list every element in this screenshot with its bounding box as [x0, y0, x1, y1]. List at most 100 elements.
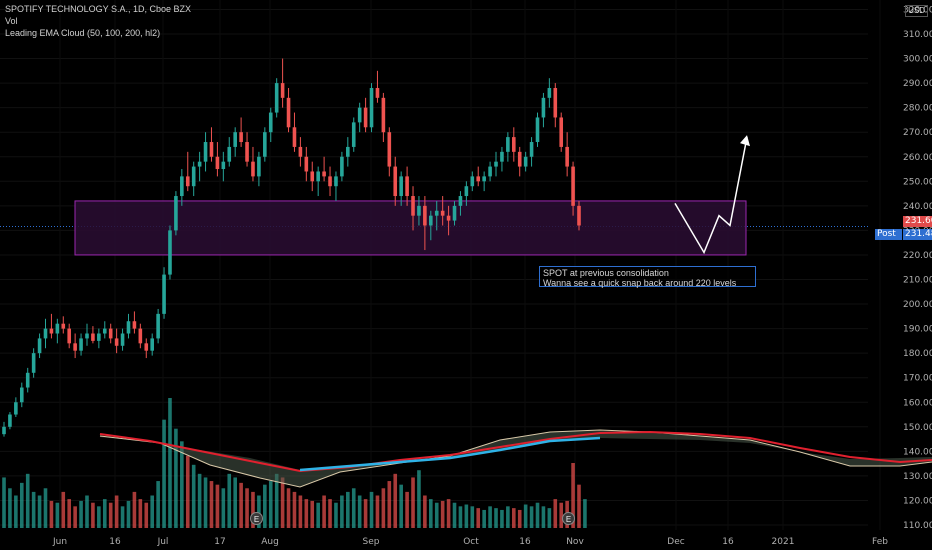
candle-body	[488, 166, 492, 177]
volume-bar	[73, 506, 77, 528]
candle-body	[511, 137, 516, 152]
volume-bar	[375, 495, 380, 528]
volume-bar	[363, 499, 368, 528]
volume-bar	[114, 495, 119, 528]
x-tick-label: 2021	[772, 537, 795, 547]
candle-body	[43, 328, 48, 339]
candle-body	[529, 142, 534, 157]
volume-bar	[511, 508, 516, 528]
volume-bar	[322, 495, 326, 528]
volume-bar	[286, 488, 291, 528]
candle-body	[363, 107, 368, 128]
volume-bar	[79, 500, 83, 528]
volume-bar	[571, 463, 575, 528]
volume-bar	[19, 482, 24, 528]
candle-body	[203, 142, 208, 162]
post-label-tag: Post	[875, 229, 902, 240]
candle-body	[565, 146, 569, 167]
volume-bar	[280, 477, 285, 528]
x-tick-label: 16	[109, 537, 121, 547]
candle-body	[191, 166, 196, 187]
candle-body	[405, 176, 409, 197]
candle-body	[2, 426, 6, 435]
candle-body	[49, 328, 54, 334]
volume-bar	[8, 488, 12, 528]
candle-body	[239, 132, 243, 143]
candle-body	[304, 156, 309, 172]
volume-bar	[43, 488, 48, 528]
volume-bar	[523, 504, 528, 528]
volume-bar	[180, 441, 184, 528]
candle-body	[185, 176, 190, 187]
candle-body	[251, 161, 255, 177]
volume-bar	[346, 491, 350, 528]
x-tick-label: Feb	[872, 537, 888, 547]
volume-bar	[434, 502, 439, 528]
x-tick-label: Jul	[157, 537, 169, 547]
symbol-title[interactable]: SPOTIFY TECHNOLOGY S.A., 1D, Cboe BZX	[5, 4, 192, 14]
y-tick-label: 270.00	[903, 128, 932, 138]
candle-body	[535, 117, 540, 143]
candle-body	[393, 166, 398, 197]
candle-body	[316, 171, 320, 182]
y-tick-label: 170.00	[903, 374, 932, 384]
volume-label[interactable]: Vol	[5, 16, 18, 26]
candle-body	[180, 176, 184, 197]
volume-bar	[357, 495, 362, 528]
candle-body	[446, 215, 451, 221]
candle-body	[150, 338, 154, 351]
ema-200-line	[99, 429, 932, 488]
volume-bar	[399, 484, 403, 528]
volume-bar	[156, 481, 160, 528]
volume-bar	[470, 506, 475, 528]
volume-bar	[369, 491, 374, 528]
volume-bar	[2, 477, 6, 528]
time-axis[interactable]: Jun 16 Jul 17 Aug Sep Oct 16 Nov Dec 16 2021 Feb	[52, 537, 888, 547]
volume-bar	[310, 500, 315, 528]
volume-bar	[535, 502, 540, 528]
candle-body	[162, 274, 166, 314]
y-tick-label: 210.00	[903, 276, 932, 286]
candle-body	[547, 88, 552, 98]
volume-bar	[120, 506, 125, 528]
candle-body	[67, 328, 72, 344]
volume-bar	[108, 502, 113, 528]
volume-bar	[583, 499, 587, 528]
volume-bar	[494, 508, 498, 528]
ema-cloud-fill	[100, 430, 932, 487]
volume-bar	[446, 499, 451, 528]
volume-bar	[292, 491, 297, 528]
volume-bar	[517, 509, 522, 528]
earnings-badge-1[interactable]: E	[250, 512, 263, 525]
candle-body	[197, 161, 202, 167]
y-tick-label: 190.00	[903, 325, 932, 335]
volume-bar	[411, 477, 415, 528]
candle-body	[91, 333, 95, 341]
candle-body	[25, 372, 30, 388]
volume-bar	[500, 509, 504, 528]
annotation-note[interactable]: SPOT at previous consolidation Wanna see…	[539, 266, 756, 288]
volume-bar	[268, 481, 273, 528]
currency-label[interactable]: USD	[905, 5, 928, 17]
indicator-label[interactable]: Leading EMA Cloud (50, 100, 200, hl2)	[5, 28, 161, 38]
candle-body	[31, 353, 36, 373]
candle-body	[506, 137, 510, 152]
candle-body	[144, 343, 149, 351]
volume-bar	[423, 495, 427, 528]
volume-bar	[227, 473, 232, 528]
projection-arrow	[674, 135, 750, 255]
candle-body	[257, 156, 261, 177]
y-tick-label: 280.00	[903, 104, 932, 114]
earnings-badge-2[interactable]: E	[562, 512, 575, 525]
candle-body	[346, 146, 350, 157]
volume-bar	[215, 484, 220, 528]
volume-bar	[132, 491, 137, 528]
last-price-tag: 231.60	[903, 216, 932, 227]
candle-body	[209, 142, 214, 157]
x-tick-label: Nov	[566, 537, 584, 547]
volume-bar	[168, 398, 172, 528]
candle-body	[97, 333, 101, 341]
y-tick-label: 160.00	[903, 398, 932, 408]
